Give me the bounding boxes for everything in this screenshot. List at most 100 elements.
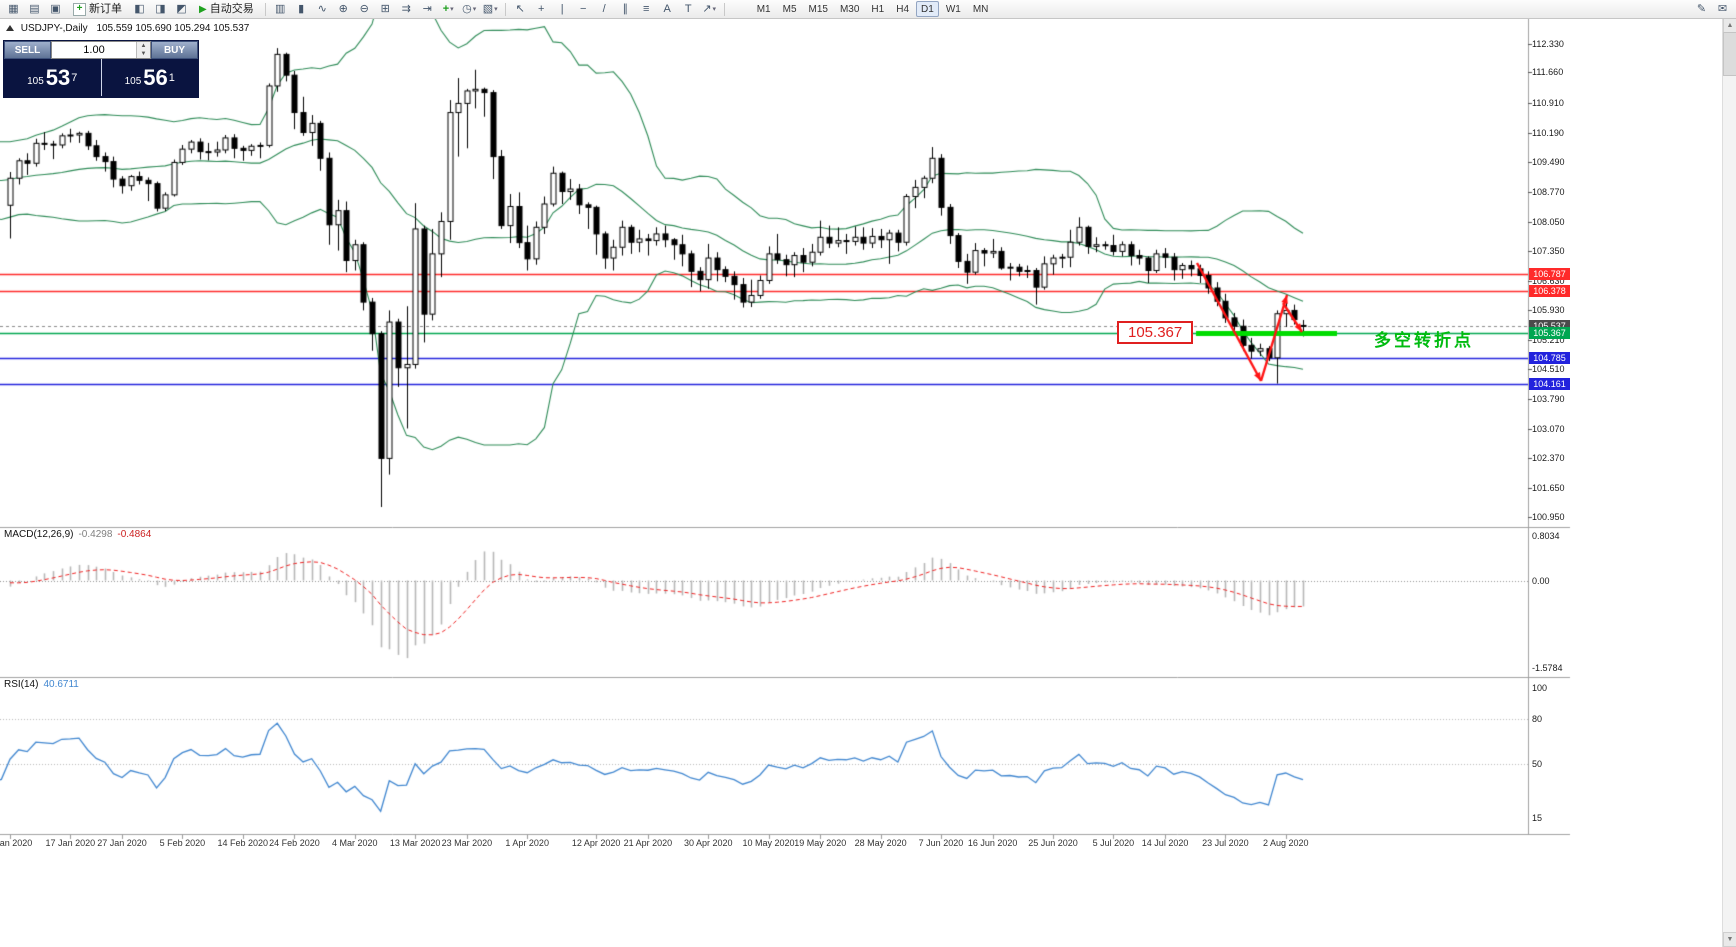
macd-name: MACD(12,26,9): [4, 529, 74, 540]
crosshair-icon[interactable]: +: [537, 2, 545, 15]
autotrading-play-icon: ▶: [199, 3, 207, 15]
buy-price-main: 56: [143, 64, 168, 90]
timeframe-m30-button[interactable]: M30: [839, 3, 860, 15]
sell-price-point: 7: [71, 71, 78, 84]
bar-chart-icon[interactable]: ▥: [275, 2, 286, 15]
price-axis-tick: 107.350: [1532, 245, 1565, 256]
price-callout-box[interactable]: 105.367: [1117, 321, 1194, 344]
timeframe-m15-button[interactable]: M15: [808, 3, 828, 15]
one-click-trading-panel: SELL ▲ ▼ BUY 105 53 7 105 56 1: [3, 40, 199, 98]
zoom-in-icon[interactable]: ⊕: [338, 2, 348, 15]
toolbar-separator: [723, 2, 725, 16]
date-axis-label: 21 Apr 2020: [623, 838, 673, 848]
sell-button[interactable]: SELL: [4, 41, 51, 59]
chart-ohlc-header: USDJPY-,Daily 105.559 105.690 105.294 10…: [6, 23, 249, 34]
date-axis-label: 2 Aug 2020: [1262, 838, 1309, 848]
scrollbar-thumb[interactable]: [1723, 32, 1736, 76]
templates-icon[interactable]: ▧ ▾: [482, 2, 498, 15]
scroll-down-button[interactable]: ▼: [1723, 932, 1736, 947]
auto-scroll-icon[interactable]: ⇉: [401, 2, 411, 15]
tile-windows-icon[interactable]: ⊞: [380, 2, 390, 15]
macd-main-value: -0.4298: [78, 529, 113, 540]
price-axis-tick: 100.950: [1532, 512, 1565, 522]
mail-icon[interactable]: ✉: [1717, 2, 1728, 15]
text-label-icon[interactable]: T: [684, 2, 692, 15]
rsi-name: RSI(14): [4, 679, 39, 690]
buy-price[interactable]: 105 56 1: [102, 59, 199, 96]
timeframe-w1-button[interactable]: W1: [945, 3, 961, 15]
macd-axis-tick: 0.8034: [1532, 530, 1560, 541]
buy-price-prefix: 105: [124, 76, 142, 87]
price-axis-tick: 109.490: [1532, 157, 1565, 168]
sell-price-main: 53: [45, 64, 71, 90]
price-axis-tick: 102.370: [1532, 452, 1565, 463]
date-axis-label: 16 Jun 2020: [967, 838, 1018, 848]
chart-list-icon[interactable]: ▣: [50, 2, 61, 15]
macd-axis-tick: -1.5784: [1532, 662, 1563, 673]
date-axis-label: 24 Feb 2020: [269, 838, 320, 848]
navigator-icon[interactable]: ◩: [176, 2, 187, 15]
new-chart-icon[interactable]: ▦: [8, 2, 19, 15]
data-window-icon[interactable]: ◨: [155, 2, 166, 15]
line-chart-icon[interactable]: ∿: [317, 2, 327, 15]
fibonacci-icon[interactable]: ≡: [642, 2, 650, 15]
zoom-out-icon[interactable]: ⊖: [359, 2, 369, 15]
autotrading-button[interactable]: ▶ 自动交易: [199, 2, 254, 15]
date-axis-label: 30 Apr 2020: [683, 838, 733, 848]
chart-shift-icon[interactable]: ⇥: [422, 2, 432, 15]
rsi-axis-tick: 50: [1532, 759, 1543, 770]
volume-down-button[interactable]: ▼: [137, 50, 150, 58]
text-icon[interactable]: A: [663, 2, 671, 15]
date-axis-label: 10 May 2020: [742, 838, 795, 848]
annotation-note-text[interactable]: 多空转折点: [1374, 331, 1474, 350]
price-level-label[interactable]: 104.785: [1529, 351, 1570, 364]
arrows-icon[interactable]: ↗ ▾: [702, 2, 717, 15]
rsi-axis-tick: 80: [1532, 713, 1543, 724]
price-level-label[interactable]: 106.787: [1529, 268, 1570, 281]
date-axis-label: 4 Mar 2020: [332, 838, 378, 848]
macd-signal-value: -0.4864: [117, 529, 152, 540]
candlestick-chart-icon[interactable]: ▮: [298, 2, 305, 15]
buy-button[interactable]: BUY: [151, 41, 198, 59]
trendline-icon[interactable]: /: [602, 2, 606, 15]
price-axis-tick: 103.070: [1532, 423, 1565, 434]
date-axis-label: 17 Jan 2020: [45, 838, 96, 848]
chart-ohlc-values: 105.559 105.690 105.294 105.537: [96, 23, 250, 34]
price-level-label[interactable]: 106.378: [1529, 285, 1570, 298]
pencil-icon[interactable]: ✎: [1696, 2, 1707, 15]
scroll-up-button[interactable]: ▲: [1723, 18, 1736, 33]
new-order-button[interactable]: + 新订单: [67, 1, 128, 18]
price-level-label[interactable]: 104.161: [1529, 377, 1570, 390]
volume-input[interactable]: [52, 43, 136, 57]
timeframe-h4-button[interactable]: H4: [896, 3, 910, 15]
price-axis-tick: 108.050: [1532, 216, 1565, 227]
date-axis-label: 12 Apr 2020: [571, 838, 621, 848]
date-axis-label: 27 Jan 2020: [97, 838, 147, 848]
profiles-icon[interactable]: ▤: [29, 2, 40, 15]
vertical-scrollbar[interactable]: ▲ ▼: [1722, 18, 1736, 947]
rsi-axis-tick: 100: [1532, 683, 1548, 693]
date-axis-label: 23 Mar 2020: [441, 838, 493, 848]
cursor-icon[interactable]: ↖: [515, 2, 525, 15]
horizontal-line-icon[interactable]: −: [579, 2, 587, 15]
sell-price[interactable]: 105 53 7: [4, 59, 102, 96]
price-axis-tick: 108.770: [1532, 186, 1565, 197]
main-toolbar: ▦ ▤ ▣ + 新订单 ◧ ◨ ◩ ▶ 自动交易 ▥ ▮ ∿ ⊕ ⊖ ⊞ ⇉ ⇥ + ▾ ◷ ▾ ▧ ▾ ↖ + | − / ∥ ≡ A T ↗ ▾…: [0, 0, 1736, 19]
price-axis-tick: 106.630: [1532, 275, 1565, 286]
timeframe-m5-button[interactable]: M5: [782, 3, 797, 15]
volume-up-button[interactable]: ▲: [137, 42, 150, 50]
timeframe-mn-button[interactable]: MN: [972, 3, 989, 15]
price-axis-tick: 105.930: [1532, 305, 1565, 315]
periods-icon[interactable]: ◷ ▾: [462, 2, 477, 15]
timeframe-h1-button[interactable]: H1: [871, 3, 885, 15]
indicators-icon[interactable]: + ▾: [442, 2, 454, 15]
channel-icon[interactable]: ∥: [622, 2, 628, 15]
price-level-label[interactable]: 105.367: [1529, 327, 1570, 340]
vertical-line-icon[interactable]: |: [560, 2, 564, 15]
timeframe-m1-button[interactable]: M1: [756, 3, 771, 15]
date-axis-label: 14 Feb 2020: [217, 838, 268, 848]
market-watch-icon[interactable]: ◧: [134, 2, 145, 15]
timeframe-d1-button[interactable]: D1: [916, 1, 939, 17]
